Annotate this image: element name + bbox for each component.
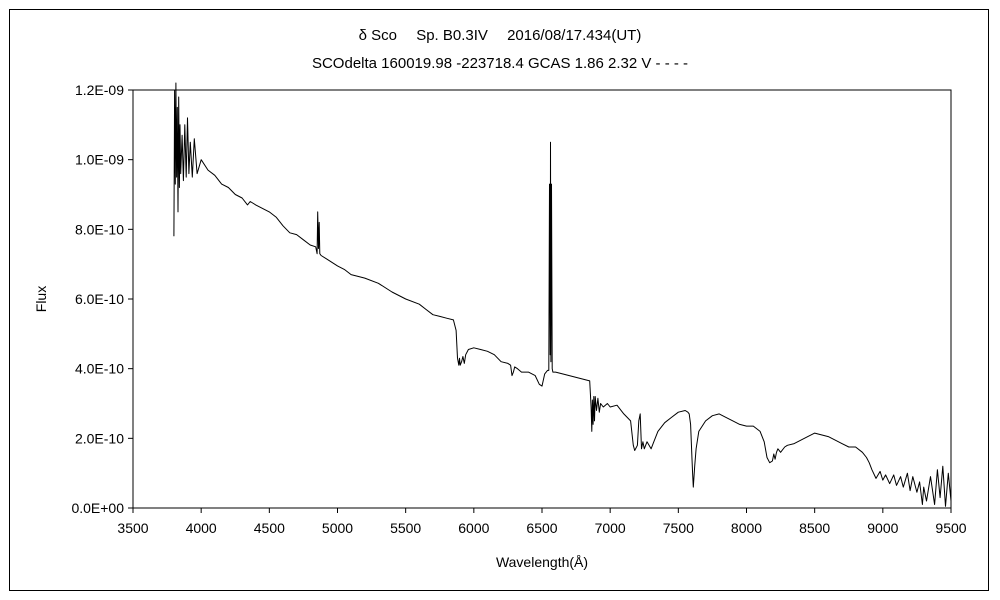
chart-title: δ Sco Sp. B0.3IV 2016/08/17.434(UT) xyxy=(358,27,642,44)
y-tick-label: 1.0E-09 xyxy=(75,152,124,168)
x-tick-label: 9000 xyxy=(867,520,898,536)
x-axis: 3500 4000 4500 5000 5500 6000 6500 7000 7500 8000… xyxy=(117,508,967,536)
x-tick-label: 6000 xyxy=(458,520,489,536)
y-tick-label: 0.0E+00 xyxy=(71,500,124,516)
x-tick-label: 8000 xyxy=(731,520,762,536)
x-tick-label: 3500 xyxy=(117,520,148,536)
x-tick-label: 7500 xyxy=(663,520,694,536)
y-tick-label: 1.2E-09 xyxy=(75,82,124,98)
x-tick-label: 4000 xyxy=(186,520,217,536)
x-tick-label: 5500 xyxy=(390,520,421,536)
spectrum-line xyxy=(173,82,952,507)
x-axis-label: Wavelength(Å) xyxy=(496,554,588,570)
chart-subtitle: SCOdelta 160019.98 -223718.4 GCAS 1.86 2… xyxy=(311,55,689,72)
x-tick-label: 8500 xyxy=(799,520,830,536)
y-tick-label: 8.0E-10 xyxy=(75,221,124,237)
plot-area xyxy=(132,89,952,509)
x-tick-label: 9500 xyxy=(935,520,966,536)
chart-frame xyxy=(9,9,989,591)
x-tick-label: 4500 xyxy=(254,520,285,536)
y-tick-label: 2.0E-10 xyxy=(75,430,124,446)
series-layer xyxy=(173,82,952,507)
y-tick-label: 4.0E-10 xyxy=(75,361,124,377)
x-tick-label: 5000 xyxy=(322,520,353,536)
y-axis-label: Flux xyxy=(33,286,49,312)
y-axis: 0.0E+00 2.0E-10 4.0E-10 6.0E-10 8.0E-10 1.0E-… xyxy=(71,82,133,516)
x-tick-label: 6500 xyxy=(526,520,557,536)
y-tick-label: 6.0E-10 xyxy=(75,291,124,307)
x-tick-label: 7000 xyxy=(595,520,626,536)
